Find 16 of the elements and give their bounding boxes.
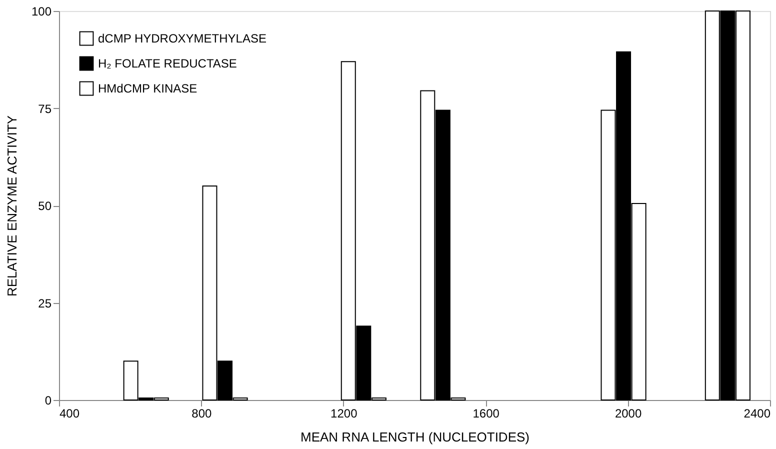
y-tick-label: 50 (38, 199, 52, 213)
x-tick-label: 400 (60, 406, 80, 420)
legend-label: H₂ FOLATE REDUCTASE (98, 56, 237, 70)
y-tick-label: 25 (38, 296, 52, 310)
y-tick-label: 75 (38, 102, 52, 116)
x-tick-label: 1600 (472, 406, 500, 420)
x-tick-label: 2000 (614, 406, 642, 420)
x-tick-label: 2400 (744, 406, 771, 420)
legend-label: dCMP HYDROXYMETHYLASE (98, 32, 266, 46)
x-tick-label: 1200 (330, 406, 358, 420)
x-axis-title: MEAN RNA LENGTH (NUCLEOTIDES) (300, 430, 530, 444)
y-tick-label: 100 (31, 4, 52, 18)
x-tick-label: 800 (192, 406, 212, 420)
y-axis-title: RELATIVE ENZYME ACTIVITY (4, 115, 20, 297)
y-tick-label: 0 (44, 394, 52, 408)
legend-label: HMdCMP KINASE (98, 82, 198, 96)
